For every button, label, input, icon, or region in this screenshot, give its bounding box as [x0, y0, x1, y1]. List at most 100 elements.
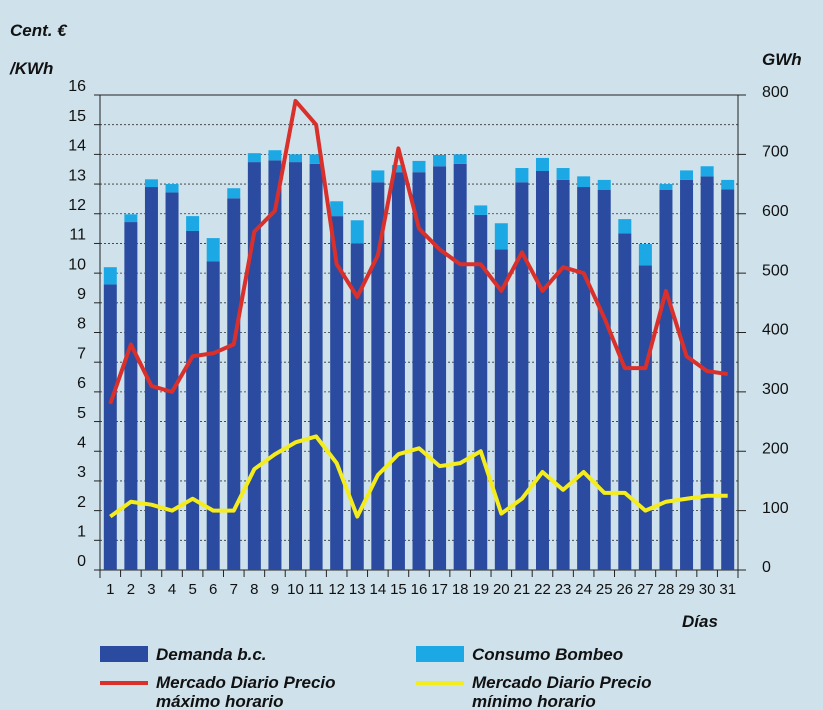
bar [350, 220, 364, 244]
x-tick-label: 8 [250, 581, 258, 598]
bar [103, 267, 117, 285]
x-tick-label: 10 [287, 581, 304, 598]
y2-tick-label: 700 [762, 144, 789, 161]
bar [638, 265, 652, 570]
y2-tick-label: 200 [762, 440, 789, 457]
bar [227, 188, 241, 199]
bar [515, 182, 529, 570]
y-tick-label: 14 [68, 138, 86, 155]
bar [597, 190, 611, 570]
bar [474, 205, 488, 215]
bar [618, 219, 632, 234]
bar [577, 187, 591, 570]
bar [247, 153, 261, 163]
x-tick-label: 15 [390, 581, 407, 598]
y-tick-label: 9 [77, 286, 86, 303]
bar [659, 190, 673, 570]
legend-label: Consumo Bombeo [472, 645, 624, 664]
x-tick-label: 29 [678, 581, 695, 598]
x-tick-label: 30 [699, 581, 716, 598]
x-tick-label: 28 [658, 581, 675, 598]
line [109, 434, 728, 519]
y2-tick-label: 400 [762, 322, 789, 339]
x-tick-label: 16 [411, 581, 428, 598]
y2-tick-label: 100 [762, 500, 789, 517]
bar [659, 184, 673, 190]
bar [247, 162, 261, 570]
y-tick-label: 15 [68, 108, 86, 125]
bar [206, 261, 220, 570]
x-tick-label: 26 [616, 581, 633, 598]
bar [618, 233, 632, 570]
y-tick-label: 2 [77, 494, 86, 511]
bar [680, 179, 694, 570]
bar [350, 243, 364, 570]
y2-tick-label: 300 [762, 381, 789, 398]
x-tick-label: 31 [719, 581, 736, 598]
bar [227, 198, 241, 570]
legend-label: Mercado Diario Precio máximo horario [156, 673, 336, 710]
bar [494, 249, 508, 570]
bar [206, 238, 220, 262]
x-tick-label: 13 [349, 581, 366, 598]
y-axis-label: Cent. € /KWh [10, 21, 67, 78]
bar [391, 172, 405, 570]
y-tick-label: 10 [68, 256, 86, 273]
y-tick-label: 16 [68, 78, 86, 95]
bar [330, 201, 344, 217]
legend-label: Mercado Diario Precio mínimo horario [472, 673, 652, 710]
bar [515, 168, 529, 183]
bar [186, 216, 200, 231]
x-tick-label: 25 [596, 581, 613, 598]
bar [535, 157, 549, 171]
x-tick-label: 18 [452, 581, 469, 598]
legend-label: Demanda b.c. [156, 645, 267, 664]
bar [474, 214, 488, 570]
bar [371, 170, 385, 183]
bar [556, 168, 570, 180]
y-tick-label: 6 [77, 375, 86, 392]
bar [165, 184, 179, 193]
bar [289, 162, 303, 570]
bar [144, 179, 158, 188]
bar [433, 166, 447, 570]
bar [412, 160, 426, 173]
bar [412, 172, 426, 570]
bar [577, 176, 591, 188]
bar [556, 179, 570, 570]
x-tick-label: 7 [230, 581, 238, 598]
x-tick-label: 14 [369, 581, 386, 598]
bar [124, 214, 138, 223]
y-tick-label: 5 [77, 405, 86, 422]
x-tick-label: 6 [209, 581, 217, 598]
x-tick-label: 2 [127, 581, 135, 598]
bar [309, 163, 323, 570]
x-tick-label: 4 [168, 581, 176, 598]
y-tick-label: 12 [68, 197, 86, 214]
x-tick-label: 9 [271, 581, 279, 598]
x-tick-label: 5 [188, 581, 196, 598]
bar [638, 244, 652, 266]
y-tick-label: 0 [77, 553, 86, 570]
bar [165, 192, 179, 570]
x-tick-label: 17 [431, 581, 448, 598]
y2-tick-label: 800 [762, 84, 789, 101]
y2-tick-label: 500 [762, 262, 789, 279]
bar [186, 230, 200, 570]
y-tick-label: 13 [68, 167, 86, 184]
x-tick-label: 11 [308, 581, 324, 598]
y-tick-label: 4 [77, 434, 86, 451]
y2-tick-label: 0 [762, 559, 771, 576]
bar [103, 284, 117, 570]
x-tick-label: 21 [514, 581, 531, 598]
bar [494, 223, 508, 250]
y-tick-label: 3 [77, 464, 86, 481]
legend-swatch [416, 646, 464, 662]
bar [680, 170, 694, 180]
y2-tick-label: 600 [762, 203, 789, 220]
bar [124, 222, 138, 570]
x-tick-label: 3 [147, 581, 155, 598]
y-tick-label: 8 [77, 316, 86, 333]
